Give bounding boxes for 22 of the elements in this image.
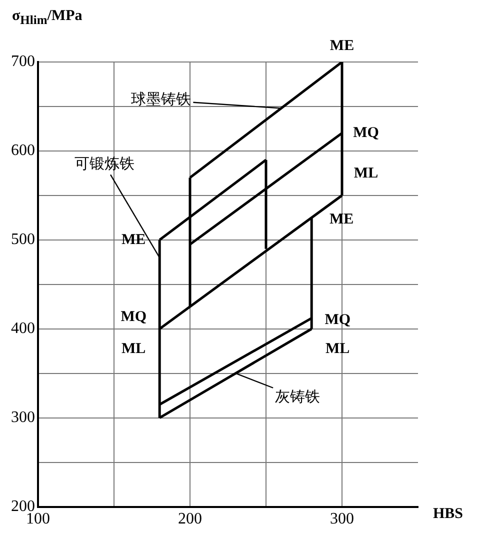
- y-tick-label: 500: [11, 231, 35, 248]
- x-tick-label: 300: [330, 510, 354, 528]
- annotation: ML: [354, 165, 378, 182]
- annotation: 可锻炼铁: [74, 154, 135, 173]
- annotation: MQ: [324, 312, 351, 328]
- x-axis-title: HBS: [433, 506, 464, 523]
- annotation: ML: [326, 340, 350, 357]
- annotation: ME: [122, 232, 146, 248]
- y-tick-label: 600: [11, 142, 35, 160]
- annotation: MQ: [353, 125, 380, 142]
- y-axis-title: σ$_{Hlim}$/MPa: [12, 8, 82, 28]
- annotation: ME: [330, 212, 354, 228]
- y-tick-label: 700: [11, 53, 35, 70]
- x-tick-label: 200: [178, 510, 202, 528]
- annotation: ML: [122, 340, 146, 357]
- x-tick-label: 100: [26, 510, 50, 528]
- y-tick-label: 400: [11, 320, 35, 338]
- annotation: ME: [330, 38, 354, 54]
- annotation: MQ: [120, 308, 147, 325]
- y-tick-label: 300: [11, 409, 35, 426]
- annotation: 灰铸铁: [275, 387, 320, 406]
- annotation: 球墨铸铁: [131, 90, 192, 108]
